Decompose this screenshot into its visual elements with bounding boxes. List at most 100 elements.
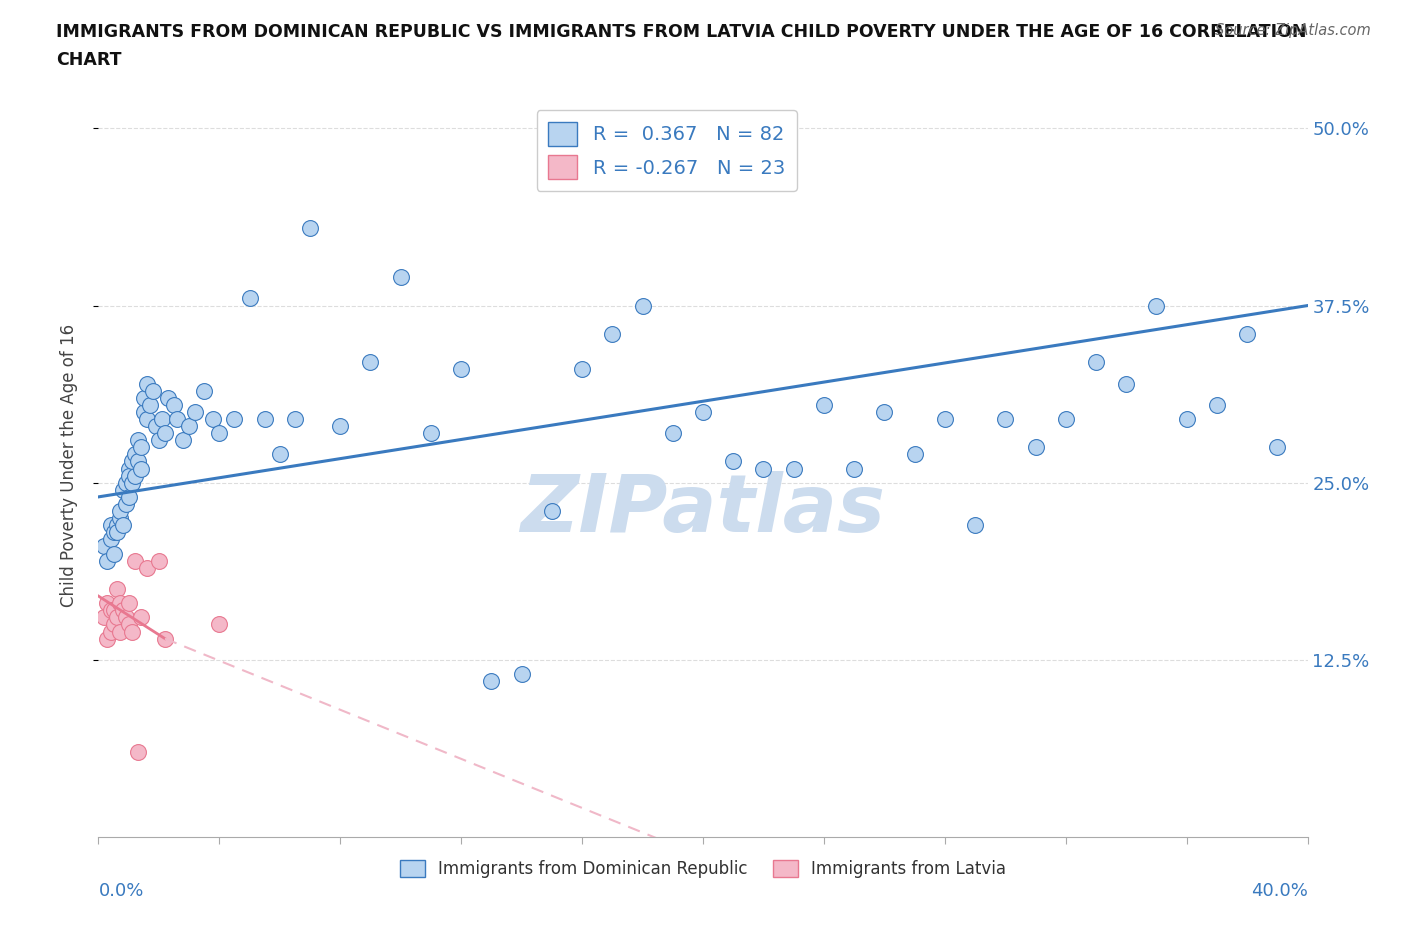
Point — [631, 299, 654, 313]
Point — [571, 362, 593, 377]
Point — [127, 432, 149, 447]
Point — [450, 362, 472, 377]
Point — [103, 617, 125, 631]
Point — [121, 454, 143, 469]
Point — [148, 432, 170, 447]
Point — [108, 504, 131, 519]
Point — [153, 631, 176, 646]
Point — [135, 560, 157, 575]
Point — [118, 596, 141, 611]
Point — [193, 383, 215, 398]
Point — [1267, 440, 1289, 455]
Point — [156, 391, 179, 405]
Point — [602, 326, 624, 341]
Point — [127, 745, 149, 760]
Point — [510, 667, 533, 682]
Point — [114, 610, 136, 625]
Point — [121, 624, 143, 639]
Point — [118, 461, 141, 476]
Point — [1175, 411, 1198, 426]
Point — [139, 397, 162, 412]
Point — [202, 411, 225, 426]
Point — [299, 220, 322, 235]
Point — [114, 475, 136, 490]
Point — [239, 291, 262, 306]
Point — [111, 603, 134, 618]
Y-axis label: Child Poverty Under the Age of 16: Child Poverty Under the Age of 16 — [59, 324, 77, 606]
Point — [873, 405, 896, 419]
Point — [269, 447, 291, 462]
Point — [111, 483, 134, 498]
Point — [93, 610, 115, 625]
Point — [153, 426, 176, 441]
Point — [1144, 299, 1167, 313]
Point — [752, 461, 775, 476]
Point — [184, 405, 207, 419]
Point — [329, 418, 352, 433]
Point — [124, 447, 146, 462]
Text: ZIPatlas: ZIPatlas — [520, 471, 886, 549]
Point — [224, 411, 246, 426]
Point — [163, 397, 186, 412]
Point — [208, 426, 231, 441]
Point — [111, 518, 134, 533]
Point — [96, 553, 118, 568]
Point — [208, 617, 231, 631]
Point — [124, 468, 146, 483]
Point — [172, 432, 194, 447]
Point — [994, 411, 1017, 426]
Point — [100, 603, 122, 618]
Point — [934, 411, 956, 426]
Point — [127, 454, 149, 469]
Point — [103, 525, 125, 539]
Point — [723, 454, 745, 469]
Point — [783, 461, 806, 476]
Point — [420, 426, 443, 441]
Text: CHART: CHART — [56, 51, 122, 69]
Point — [661, 426, 683, 441]
Point — [118, 468, 141, 483]
Point — [148, 553, 170, 568]
Text: 40.0%: 40.0% — [1251, 882, 1308, 899]
Point — [142, 383, 165, 398]
Point — [904, 447, 927, 462]
Point — [1054, 411, 1077, 426]
Point — [114, 497, 136, 512]
Point — [118, 617, 141, 631]
Point — [108, 511, 131, 525]
Point — [360, 355, 382, 370]
Text: 0.0%: 0.0% — [98, 882, 143, 899]
Point — [150, 411, 173, 426]
Point — [108, 596, 131, 611]
Point — [1024, 440, 1046, 455]
Point — [129, 440, 152, 455]
Point — [1206, 397, 1229, 412]
Point — [540, 504, 562, 519]
Point — [132, 391, 155, 405]
Point — [108, 624, 131, 639]
Point — [135, 376, 157, 391]
Point — [166, 411, 188, 426]
Point — [145, 418, 167, 433]
Point — [389, 270, 412, 285]
Point — [121, 475, 143, 490]
Point — [105, 581, 128, 596]
Point — [96, 631, 118, 646]
Point — [965, 518, 987, 533]
Point — [96, 596, 118, 611]
Point — [1085, 355, 1108, 370]
Point — [103, 603, 125, 618]
Point — [844, 461, 866, 476]
Point — [179, 418, 201, 433]
Point — [132, 405, 155, 419]
Point — [100, 518, 122, 533]
Point — [105, 518, 128, 533]
Legend: Immigrants from Dominican Republic, Immigrants from Latvia: Immigrants from Dominican Republic, Immi… — [394, 853, 1012, 884]
Point — [813, 397, 835, 412]
Point — [692, 405, 714, 419]
Point — [100, 624, 122, 639]
Point — [105, 525, 128, 539]
Point — [1236, 326, 1258, 341]
Point — [100, 532, 122, 547]
Point — [124, 553, 146, 568]
